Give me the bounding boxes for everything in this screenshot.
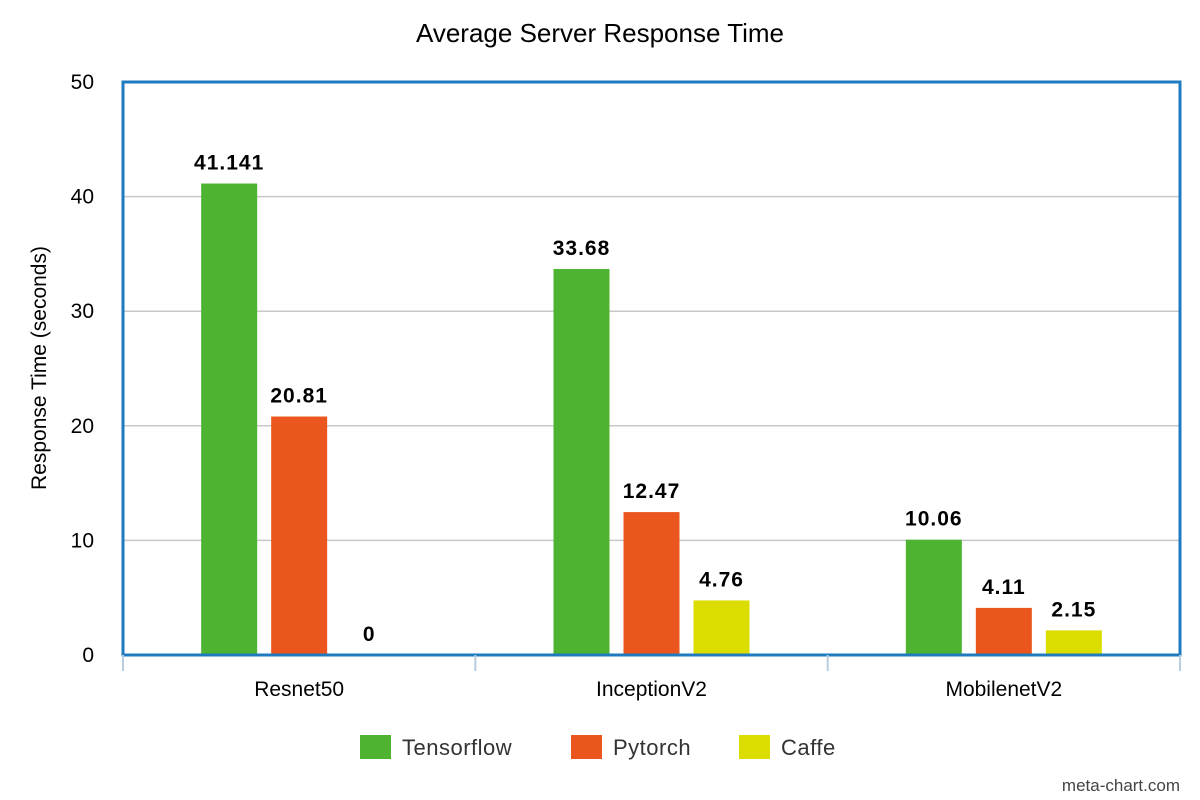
legend-swatch: [739, 735, 770, 759]
bar: [201, 183, 258, 655]
data-label: 4.11: [982, 576, 1026, 599]
bar: [1045, 630, 1102, 655]
y-tick-label: 50: [71, 71, 94, 94]
x-axis: Resnet50 InceptionV2 MobilenetV2: [122, 655, 1181, 701]
data-label: 0: [363, 623, 376, 646]
legend: Tensorflow Pytorch Caffe: [360, 735, 836, 760]
bar: [905, 539, 962, 655]
bar: [623, 512, 680, 655]
y-tick-label: 0: [82, 644, 94, 667]
y-tick-label: 30: [71, 300, 94, 323]
data-label: 2.15: [1051, 598, 1096, 621]
legend-swatch: [571, 735, 602, 759]
data-labels: 41.141 20.81 0 33.68 12.47 4.76 10.06 4.11 2.15: [194, 152, 1096, 646]
bar: [271, 416, 328, 655]
y-axis-ticks: 0 10 20 30 40 50: [71, 71, 94, 667]
x-tick-label: MobilenetV2: [945, 678, 1062, 701]
credit-text: meta-chart.com: [1062, 776, 1180, 795]
chart-title: Average Server Response Time: [416, 18, 784, 48]
plot-frame: [121, 80, 1182, 657]
y-tick-label: 40: [71, 186, 94, 209]
bar: [975, 607, 1032, 655]
y-tick-label: 10: [71, 529, 94, 552]
legend-swatch: [360, 735, 391, 759]
legend-label: Tensorflow: [402, 735, 512, 760]
legend-item: Pytorch: [571, 735, 691, 760]
legend-label: Pytorch: [613, 735, 691, 760]
data-label: 33.68: [553, 237, 611, 260]
data-label: 12.47: [623, 480, 681, 503]
legend-label: Caffe: [781, 735, 836, 760]
legend-item: Caffe: [739, 735, 836, 760]
x-tick-label: InceptionV2: [596, 678, 707, 701]
x-tick-label: Resnet50: [254, 678, 344, 701]
y-axis-title: Response Time (seconds): [28, 246, 51, 490]
legend-item: Tensorflow: [360, 735, 512, 760]
bar: [693, 600, 750, 655]
data-label: 41.141: [194, 152, 264, 175]
bar: [553, 269, 610, 655]
data-label: 4.76: [699, 568, 744, 591]
bars: [201, 183, 1102, 655]
data-label: 10.06: [905, 508, 963, 531]
data-label: 20.81: [270, 385, 328, 408]
y-tick-label: 20: [71, 415, 94, 438]
